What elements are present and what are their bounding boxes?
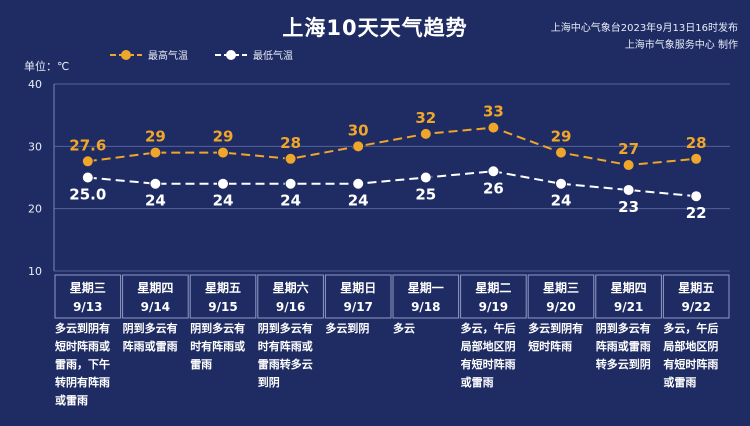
x-tick-date: 9/16 <box>276 300 305 314</box>
y-tick-label: 20 <box>28 203 42 216</box>
data-label-high: 28 <box>280 134 301 152</box>
legend-high-icon <box>110 49 142 60</box>
x-tick-date: 9/21 <box>614 300 643 314</box>
data-point-low <box>690 190 703 203</box>
x-tick-date: 9/17 <box>343 300 372 314</box>
x-tick-weekday: 星期一 <box>408 280 444 295</box>
weather-description: 阴到多云有 时有阵雨或 雷雨 <box>190 322 246 371</box>
source-info: 上海中心气象台2023年9月13日16时发布 上海市气象服务中心 制作 <box>551 20 738 54</box>
data-point-low <box>487 165 500 178</box>
weather-description: 阴到多云有 时有阵雨或 雷雨转多云 到阴 <box>257 322 313 389</box>
x-tick-weekday: 星期五 <box>205 280 241 295</box>
y-tick-label: 40 <box>28 78 42 91</box>
series-line-high <box>87 126 697 167</box>
data-label-high: 27 <box>618 140 639 158</box>
weather-description: 阴到多云有 阵雨或雷雨 转多云到阴 <box>595 322 651 371</box>
y-tick-label: 10 <box>28 265 42 278</box>
data-point-low <box>217 177 229 190</box>
category-box <box>392 274 460 319</box>
source-line-2: 上海市气象服务中心 制作 <box>624 40 738 51</box>
data-point-low <box>284 177 297 190</box>
x-tick-date: 9/14 <box>141 300 170 314</box>
data-label-low: 24 <box>145 192 166 210</box>
weather-description: 多云，午后 局部地区阴 有短时阵雨 或雷雨 <box>460 322 516 389</box>
data-point-high <box>81 155 94 168</box>
data-point-high <box>487 121 500 134</box>
unit-label: 单位：℃ <box>24 60 70 73</box>
category-box <box>122 274 189 319</box>
weather-description: 多云到阴 <box>325 322 370 335</box>
data-label-low: 24 <box>348 192 369 210</box>
data-label-high: 29 <box>213 128 234 146</box>
x-tick-weekday: 星期日 <box>340 280 376 295</box>
x-tick-date: 9/13 <box>73 300 102 314</box>
data-label-low: 23 <box>618 198 639 216</box>
x-tick-weekday: 星期六 <box>273 280 309 295</box>
data-point-high <box>555 146 567 159</box>
x-tick-date: 9/22 <box>681 300 710 314</box>
category-box <box>460 274 527 319</box>
data-point-high <box>149 146 162 159</box>
data-point-high <box>622 159 635 172</box>
data-label-low: 25.0 <box>69 186 106 204</box>
legend-low-icon <box>215 49 247 60</box>
x-tick-date: 9/18 <box>411 300 440 314</box>
legend-label-low: 最低气温 <box>253 51 293 62</box>
x-tick-weekday: 星期五 <box>678 280 714 295</box>
source-line-1: 上海中心气象台2023年9月13日16时发布 <box>550 23 738 34</box>
series-line-low <box>87 170 697 198</box>
category-box <box>189 274 257 319</box>
data-label-high: 27.6 <box>69 136 106 154</box>
x-tick-weekday: 星期四 <box>137 280 173 295</box>
data-label-low: 25 <box>415 186 436 204</box>
x-tick-date: 9/19 <box>479 300 508 314</box>
x-tick-date: 9/20 <box>546 300 575 314</box>
weather-description: 多云，午后 局部地区阴 有短时阵雨 或雷雨 <box>663 322 719 389</box>
weather-description: 多云到阴有 短时阵雨 <box>528 322 584 353</box>
x-tick-weekday: 星期三 <box>70 280 106 295</box>
chart-title: 上海10天天气趋势 <box>282 16 468 40</box>
legend-item-low: 最低气温 <box>215 47 293 62</box>
category-box <box>257 274 324 319</box>
category-box <box>324 274 392 319</box>
legend-item-high: 最高气温 <box>110 47 188 62</box>
data-label-high: 33 <box>483 103 504 121</box>
data-point-low <box>555 177 567 190</box>
x-tick-weekday: 星期四 <box>611 280 647 295</box>
category-box <box>54 274 122 319</box>
data-label-high: 30 <box>348 121 369 139</box>
data-label-low: 24 <box>280 192 301 210</box>
y-tick-label: 30 <box>28 140 42 153</box>
data-label-high: 29 <box>145 128 166 146</box>
data-point-low <box>149 177 162 190</box>
category-box <box>662 274 730 319</box>
data-label-low: 24 <box>551 192 572 210</box>
data-label-low: 26 <box>483 179 504 197</box>
data-point-high <box>690 152 703 165</box>
weather-description: 多云到阴有 短时阵雨或 雷雨，下午 转阴有阵雨 或雷雨 <box>55 322 110 407</box>
data-point-low <box>419 171 432 184</box>
data-label-high: 29 <box>551 128 572 146</box>
data-label-low: 24 <box>213 192 234 210</box>
data-point-high <box>352 140 365 153</box>
weather-description: 多云 <box>393 322 415 335</box>
data-label-high: 32 <box>415 109 436 127</box>
weather-description: 阴到多云有 阵雨或雷雨 <box>122 322 178 353</box>
x-tick-date: 9/15 <box>208 300 237 314</box>
legend-label-high: 最高气温 <box>148 51 188 62</box>
category-box <box>595 274 662 319</box>
data-point-low <box>352 177 365 190</box>
data-point-low <box>81 171 94 184</box>
x-tick-weekday: 星期二 <box>475 280 511 295</box>
x-tick-weekday: 星期三 <box>543 280 579 295</box>
category-box <box>527 274 595 319</box>
data-label-low: 22 <box>686 204 707 222</box>
data-point-high <box>419 127 432 140</box>
data-point-high <box>284 152 297 165</box>
data-point-low <box>622 183 635 196</box>
data-label-high: 28 <box>686 134 707 152</box>
data-point-high <box>217 146 229 159</box>
